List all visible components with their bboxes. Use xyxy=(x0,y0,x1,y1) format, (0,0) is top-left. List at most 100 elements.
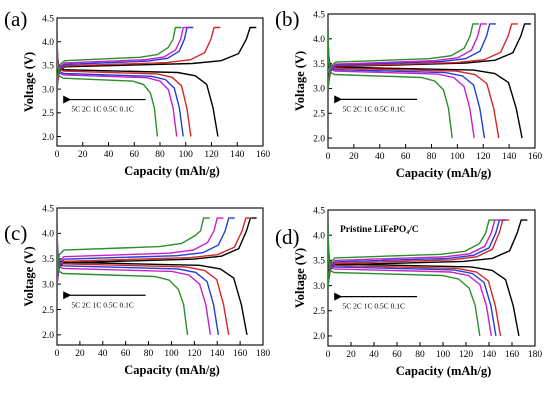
x-tick-label: 0 xyxy=(55,150,60,160)
charge-curve-0.1C xyxy=(328,23,531,91)
x-tick-label: 40 xyxy=(369,350,379,360)
x-tick-label: 60 xyxy=(392,350,402,360)
x-tick-label: 140 xyxy=(502,152,517,162)
y-tick-label: 3.5 xyxy=(313,257,325,267)
y-tick-label: 4.0 xyxy=(42,230,54,240)
rate-labels: 5C 2C 1C 0.5C 0.1C xyxy=(71,300,134,309)
y-tick-label: 4.5 xyxy=(42,14,54,24)
y-tick-label: 3.0 xyxy=(42,85,54,95)
panel-label: (d) xyxy=(275,225,300,249)
x-tick-label: 0 xyxy=(326,152,331,162)
x-tick-label: 180 xyxy=(256,349,271,359)
panel-2: 0 20 40 60 80 100 120 140 160 2.0 2.5 3.0 3.5 4.0 4.5 C… xyxy=(275,7,542,180)
discharge-curve-5C xyxy=(57,223,189,335)
y-tick-label: 2.0 xyxy=(42,133,54,143)
charge-curve-0.5C xyxy=(328,23,518,91)
y-tick-label: 2.5 xyxy=(42,306,54,316)
y-tick-label: 3.0 xyxy=(313,282,325,292)
x-tick-label: 60 xyxy=(401,152,411,162)
y-tick-label: 2.5 xyxy=(42,109,54,119)
x-tick-label: 100 xyxy=(179,150,194,160)
panel-label: (c) xyxy=(4,221,27,245)
y-tick-label: 3.0 xyxy=(313,85,325,95)
y-tick-label: 4.5 xyxy=(42,204,54,214)
discharge-curve-0.1C xyxy=(328,28,523,139)
y-tick-label: 2.0 xyxy=(313,332,325,342)
discharge-curve-0.1C xyxy=(328,225,520,337)
x-tick-label: 20 xyxy=(346,350,356,360)
x-tick-label: 120 xyxy=(204,150,219,160)
discharge-curve-0.1C xyxy=(57,32,219,137)
x-axis-label: Capacity (mAh/g) xyxy=(396,166,491,180)
y-tick-label: 2.0 xyxy=(313,134,325,144)
x-tick-label: 160 xyxy=(528,152,543,162)
x-tick-label: 20 xyxy=(78,150,88,160)
x-tick-label: 120 xyxy=(187,349,202,359)
rate-labels: 5C 2C 1C 0.5C 0.1C xyxy=(342,302,405,311)
charge-curve-2C xyxy=(328,23,487,91)
x-tick-label: 140 xyxy=(210,349,225,359)
y-tick-label: 4.0 xyxy=(313,35,325,45)
discharge-curve-5C xyxy=(57,32,159,137)
x-axis-label: Capacity (mAh/g) xyxy=(396,364,491,378)
y-tick-label: 4.0 xyxy=(42,38,54,48)
discharge-curve-1C xyxy=(328,225,497,337)
x-tick-label: 80 xyxy=(415,350,425,360)
y-tick-label: 3.5 xyxy=(42,62,54,72)
y-tick-label: 3.5 xyxy=(42,255,54,265)
y-tick-label: 3.5 xyxy=(313,60,325,70)
x-tick-label: 40 xyxy=(98,349,108,359)
panel-3: 0 20 40 60 80 100 120 140 160 180 2.0 2.5 3.0 3.5 4.0 4… xyxy=(4,204,270,377)
charge-curve-5C xyxy=(57,217,210,287)
x-tick-label: 20 xyxy=(349,152,359,162)
rate-labels: 5C 2C 1C 0.5C 0.1C xyxy=(342,104,405,113)
x-tick-label: 0 xyxy=(326,350,331,360)
x-tick-label: 160 xyxy=(505,350,520,360)
y-tick-label: 2.0 xyxy=(42,331,54,341)
y-tick-label: 4.5 xyxy=(313,206,325,216)
x-tick-label: 40 xyxy=(104,150,114,160)
discharge-curve-2C xyxy=(57,32,178,137)
x-tick-label: 80 xyxy=(155,150,165,160)
y-axis-label: Voltage (V) xyxy=(22,52,36,112)
x-tick-label: 40 xyxy=(375,152,385,162)
x-tick-label: 80 xyxy=(427,152,437,162)
y-tick-label: 3.0 xyxy=(42,280,54,290)
y-axis-label: Voltage (V) xyxy=(293,248,307,308)
x-tick-label: 100 xyxy=(436,350,451,360)
x-tick-label: 140 xyxy=(482,350,497,360)
panel-label: (b) xyxy=(275,7,300,31)
x-axis-label: Capacity (mAh/g) xyxy=(124,164,219,178)
plot-frame xyxy=(327,13,536,149)
x-tick-label: 100 xyxy=(450,152,465,162)
x-tick-label: 180 xyxy=(528,350,543,360)
rate-labels: 5C 2C 1C 0.5C 0.1C xyxy=(71,105,134,114)
x-tick-label: 160 xyxy=(256,150,271,160)
x-tick-label: 100 xyxy=(164,349,179,359)
x-tick-label: 120 xyxy=(459,350,474,360)
panel-label: (a) xyxy=(4,7,27,31)
discharge-curve-2C xyxy=(328,28,475,139)
x-tick-label: 120 xyxy=(476,152,491,162)
discharge-curve-5C xyxy=(328,28,453,139)
panel-4: 0 20 40 60 80 100 120 140 160 180 2.0 2.5 3.0 3.5 4.0 4… xyxy=(275,206,542,378)
panel-1: 0 20 40 60 80 100 120 140 160 2.0 2.5 3.0 3.5 4.0 4.5 C… xyxy=(4,7,270,178)
x-tick-label: 60 xyxy=(130,150,140,160)
x-tick-label: 80 xyxy=(144,349,154,359)
sample-annotation: Pristine LiFePO₄/C xyxy=(340,225,419,235)
y-axis-label: Voltage (V) xyxy=(22,246,36,306)
y-axis-label: Voltage (V) xyxy=(293,51,307,111)
x-axis-label: Capacity (mAh/g) xyxy=(124,363,219,377)
x-tick-label: 20 xyxy=(75,349,85,359)
x-tick-label: 160 xyxy=(233,349,248,359)
discharge-curve-0.1C xyxy=(57,223,248,336)
x-tick-label: 0 xyxy=(55,349,60,359)
discharge-curve-2C xyxy=(328,225,492,337)
discharge-curve-5C xyxy=(328,225,481,337)
y-tick-label: 4.0 xyxy=(313,231,325,241)
x-tick-label: 60 xyxy=(121,349,131,359)
y-tick-label: 2.5 xyxy=(313,307,325,317)
y-tick-label: 2.5 xyxy=(313,110,325,120)
x-tick-label: 140 xyxy=(230,150,245,160)
